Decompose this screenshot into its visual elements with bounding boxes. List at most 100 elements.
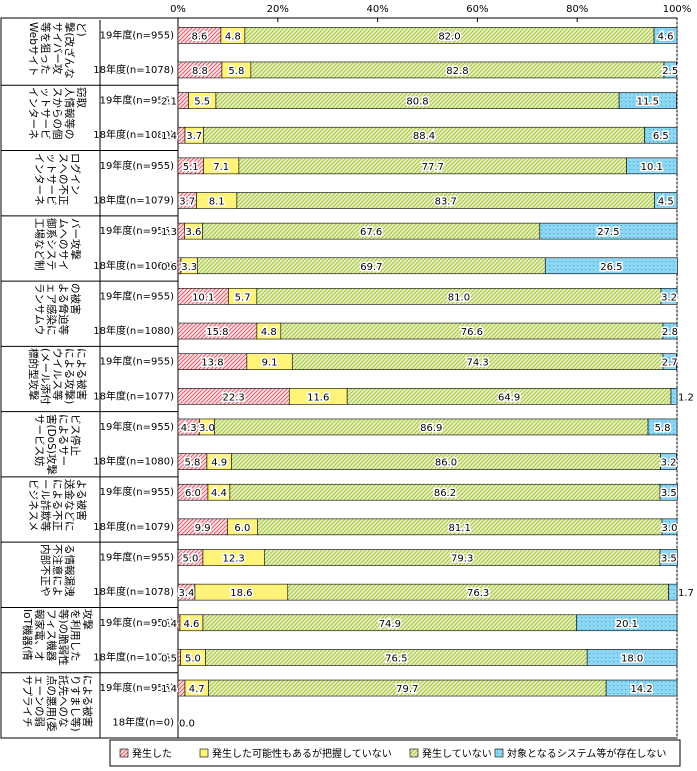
value-label: 3.0 bbox=[199, 423, 215, 434]
bar-segment bbox=[177, 649, 181, 666]
legend-label: 対象となるシステム等が存在しない bbox=[507, 747, 666, 760]
row-label: 18年度(n=1080) bbox=[93, 455, 174, 468]
value-label: 67.6 bbox=[360, 227, 382, 238]
value-label: 12.3 bbox=[223, 554, 245, 565]
value-label: 82.0 bbox=[438, 31, 460, 42]
row-label: 19年度(n=955) bbox=[100, 94, 174, 107]
value-label: 86.0 bbox=[435, 458, 457, 469]
group-label: ランサムウェア感染による脅迫等の被害 bbox=[33, 283, 81, 336]
group-label: 内部不正や不注意による情報漏洩 bbox=[39, 544, 75, 597]
value-label: 0.4 bbox=[161, 619, 177, 630]
value-label: 27.5 bbox=[597, 227, 619, 238]
group-label: サプライチェーンの弱点の悪用(委託先へのなりすまし等)による被害 bbox=[21, 674, 93, 732]
value-label: 10.1 bbox=[641, 162, 663, 173]
value-label: 74.9 bbox=[379, 619, 401, 630]
bar-segment bbox=[659, 549, 678, 566]
row-label: 18年度(n=0) bbox=[112, 716, 174, 729]
row-label: 18年度(n=1080) bbox=[93, 324, 174, 337]
value-label: 8.6 bbox=[192, 31, 208, 42]
value-label: 4.6 bbox=[658, 31, 674, 42]
bar-segment bbox=[659, 483, 678, 501]
value-label: 8.8 bbox=[192, 66, 208, 77]
bar-segment bbox=[626, 157, 678, 175]
group-label: IoT機器(情報家電、オフィス機器等)の脆弱性を利用した攻撃 bbox=[21, 609, 93, 667]
value-label: 2.5 bbox=[662, 66, 678, 77]
value-label: 4.8 bbox=[261, 327, 277, 338]
bar-segment bbox=[661, 518, 678, 536]
bar-segment bbox=[576, 614, 678, 632]
value-label: 15.8 bbox=[206, 327, 228, 338]
value-label: 81.0 bbox=[448, 292, 470, 303]
x-tick-label: 20% bbox=[267, 4, 289, 15]
x-tick-label: 0% bbox=[170, 4, 186, 15]
value-label: 7.1 bbox=[213, 162, 229, 173]
bar-segment bbox=[660, 288, 678, 305]
value-label: 5.7 bbox=[235, 292, 251, 303]
row-label: 18年度(n=1078) bbox=[93, 585, 174, 598]
value-label: 81.1 bbox=[449, 523, 471, 534]
value-label: 6.0 bbox=[234, 523, 250, 534]
value-label: 3.7 bbox=[186, 131, 202, 142]
x-tick-label: 80% bbox=[566, 4, 588, 15]
legend-label: 発生していない bbox=[422, 747, 492, 760]
value-label: 1.4 bbox=[161, 684, 177, 695]
value-label: 5.0 bbox=[183, 554, 199, 565]
legend-label: 発生した bbox=[132, 747, 172, 760]
value-label: 10.1 bbox=[192, 292, 214, 303]
bar-segment bbox=[544, 257, 678, 275]
legend-swatch bbox=[119, 748, 129, 758]
bar-segment bbox=[539, 222, 678, 240]
value-label: 1.2 bbox=[678, 392, 694, 403]
group-label: 工場など制御系システムへのサイバー攻撃 bbox=[33, 217, 81, 271]
value-label: 6.5 bbox=[653, 131, 669, 142]
value-label: 0.0 bbox=[179, 719, 195, 730]
group-label: インターネットサービスへの不正ログイン bbox=[33, 152, 81, 206]
bar-segment bbox=[644, 126, 678, 144]
row-label: 19年度(n=955) bbox=[100, 485, 174, 498]
value-label: 9.9 bbox=[195, 523, 211, 534]
row-label: 19年度(n=955) bbox=[100, 28, 174, 41]
row-label: 19年度(n=955) bbox=[100, 420, 174, 433]
value-label: 0.5 bbox=[161, 653, 177, 664]
row-label: 19年度(n=955) bbox=[100, 224, 174, 237]
value-label: 14.2 bbox=[630, 684, 652, 695]
value-label: 3.4 bbox=[179, 588, 195, 599]
value-label: 2.8 bbox=[662, 327, 678, 338]
row-label: 19年度(n=955) bbox=[100, 616, 174, 629]
row-label: 18年度(n=1078) bbox=[93, 63, 174, 76]
bar-segment bbox=[177, 92, 189, 109]
value-label: 76.3 bbox=[467, 588, 489, 599]
bar-segment bbox=[177, 126, 186, 144]
bar-segment bbox=[653, 27, 678, 44]
value-label: 22.3 bbox=[223, 392, 245, 403]
bar-segment bbox=[668, 583, 678, 601]
group-label: サービス妨害(DoS)攻撃によるサービス停止 bbox=[33, 413, 81, 475]
value-label: 5.0 bbox=[185, 653, 201, 664]
value-label: 5.1 bbox=[183, 162, 199, 173]
value-label: 4.6 bbox=[184, 619, 200, 630]
x-tick-label: 40% bbox=[366, 4, 388, 15]
value-label: 2.7 bbox=[662, 358, 678, 369]
value-label: 4.4 bbox=[211, 488, 227, 499]
row-label: 18年度(n=1069) bbox=[93, 259, 174, 272]
legend-swatch bbox=[494, 748, 504, 758]
group-label: インターネットサービスからの個人情報等の窃取 bbox=[27, 87, 87, 140]
value-label: 3.2 bbox=[661, 292, 677, 303]
value-label: 88.4 bbox=[413, 131, 435, 142]
x-tick-label: 60% bbox=[466, 4, 488, 15]
row-label: 19年度(n=955) bbox=[100, 681, 174, 694]
legend-label: 発生した可能性もあるが把握していない bbox=[212, 747, 392, 760]
value-label: 82.8 bbox=[446, 66, 468, 77]
bar-segment bbox=[586, 649, 678, 666]
value-label: 4.9 bbox=[211, 458, 227, 469]
value-label: 64.9 bbox=[498, 392, 520, 403]
value-label: 11.6 bbox=[307, 392, 329, 403]
value-label: 86.2 bbox=[434, 488, 456, 499]
bar-segment bbox=[654, 192, 678, 209]
row-label: 18年度(n=1079) bbox=[93, 194, 174, 207]
legend-swatch bbox=[409, 748, 419, 758]
value-label: 13.8 bbox=[201, 358, 223, 369]
value-label: 1.3 bbox=[161, 227, 177, 238]
value-label: 5.8 bbox=[655, 423, 671, 434]
